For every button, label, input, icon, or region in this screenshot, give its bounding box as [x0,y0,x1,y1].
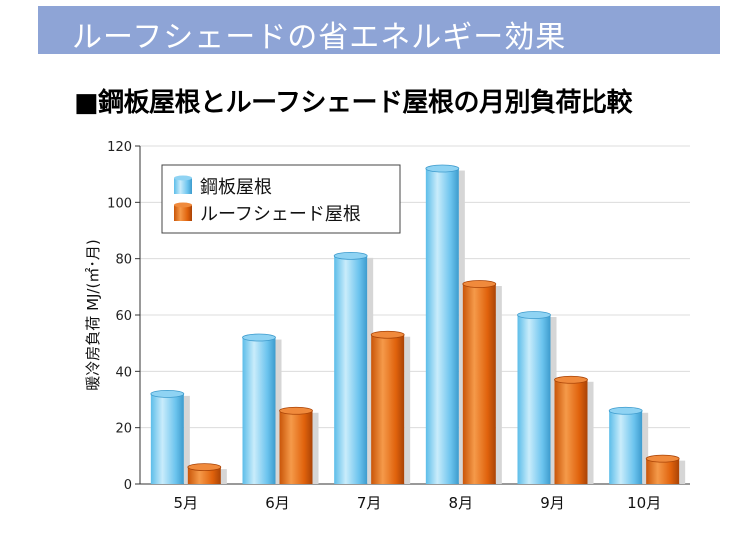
bar-shadow [458,170,465,485]
bar-cap [333,251,368,260]
bar-cap [554,375,588,384]
bar-shadow [550,317,557,484]
legend-swatch [174,178,192,194]
x-tick-label: 5月 [174,494,199,512]
bar-steel-4 [425,168,459,485]
title-banner: ルーフシェードの省エネルギー効果 [38,6,720,55]
bar-roofshade-6 [646,458,680,484]
y-tick-label: 20 [115,422,132,437]
bar-shadow [679,460,686,484]
bar-shadow [404,336,411,484]
bar-steel-5 [517,315,551,484]
legend-swatch-cap [174,175,192,181]
bar-cap [279,406,313,415]
bar-roofshade-4 [462,284,496,484]
bar-cap [608,406,643,415]
y-tick-label: 60 [115,309,132,324]
bar-shadow [312,412,319,484]
bar-shadow [183,395,190,484]
bars [150,164,686,485]
legend-swatch [174,205,192,221]
bar-shadow [642,412,649,484]
x-tick-label: 7月 [357,494,382,512]
bar-steel-6 [609,410,643,484]
bar-shadow [275,339,282,484]
banner-title: ルーフシェードの省エネルギー効果 [72,20,567,55]
bar-shadow [367,257,374,484]
x-tick-label: 8月 [449,494,474,512]
labels: 0 20 40 60 80 100 120 暖冷房負荷 MJ/(㎡･月) 5月 6月 7月 8月 9月 1… [84,140,661,512]
y-tick-label: 40 [115,365,132,380]
bar-steel-2 [242,337,276,484]
bar-steel-3 [334,255,368,484]
bar-cap [150,389,185,398]
legend-label: 鋼板屋根 [200,177,272,198]
y-axis-label: 暖冷房負荷 MJ/(㎡･月) [84,239,102,390]
legend-swatch-cap [174,202,192,208]
y-tick-label: 0 [124,478,132,493]
bar-shadow [220,469,227,484]
bar-steel-1 [150,393,184,484]
axes [135,145,690,485]
x-tick-label: 6月 [265,494,290,512]
legend-box [161,164,401,234]
bar-cap [462,280,497,288]
bar-shadow [495,286,502,484]
bar-cap [242,333,276,342]
y-tick-label: 120 [107,140,132,155]
bar-cap [425,164,460,173]
legend-label: ルーフシェード屋根 [200,204,361,225]
bar-roofshade-5 [554,379,588,484]
y-tick-label: 80 [115,253,132,268]
bar-roofshade-1 [187,467,221,484]
chart-title: ■鋼板屋根とルーフシェード屋根の月別負荷比較 [74,88,633,118]
bar-cap [517,311,551,319]
bar-roofshade-2 [279,410,313,484]
x-tick-label: 9月 [540,494,565,512]
bar-shadow [587,381,594,484]
bar-cap [187,463,222,472]
y-tick-label: 100 [107,196,132,211]
bar-cap [645,454,680,463]
x-tick-label: 10月 [627,494,661,512]
bar-roofshade-3 [371,334,405,484]
bar-cap [370,330,405,339]
